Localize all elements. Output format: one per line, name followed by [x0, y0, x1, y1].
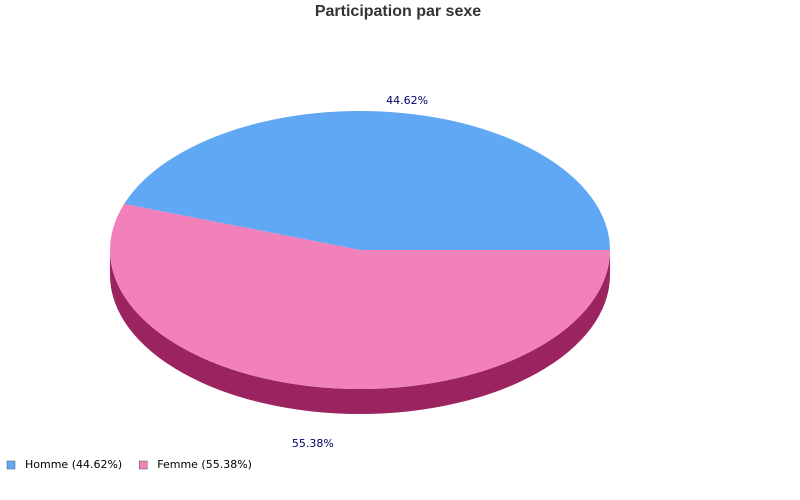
legend-label: Femme (55.38%)	[157, 458, 252, 471]
value-label: 55.38%	[292, 437, 334, 450]
chart-title: Participation par sexe	[315, 3, 481, 20]
value-label: 44.62%	[386, 94, 428, 107]
slice	[109, 203, 610, 390]
slice	[124, 111, 610, 250]
legend-swatch	[138, 460, 148, 470]
legend-label: Homme (44.62%)	[25, 458, 122, 471]
legend-swatch	[6, 460, 16, 470]
slice-side	[110, 250, 610, 414]
